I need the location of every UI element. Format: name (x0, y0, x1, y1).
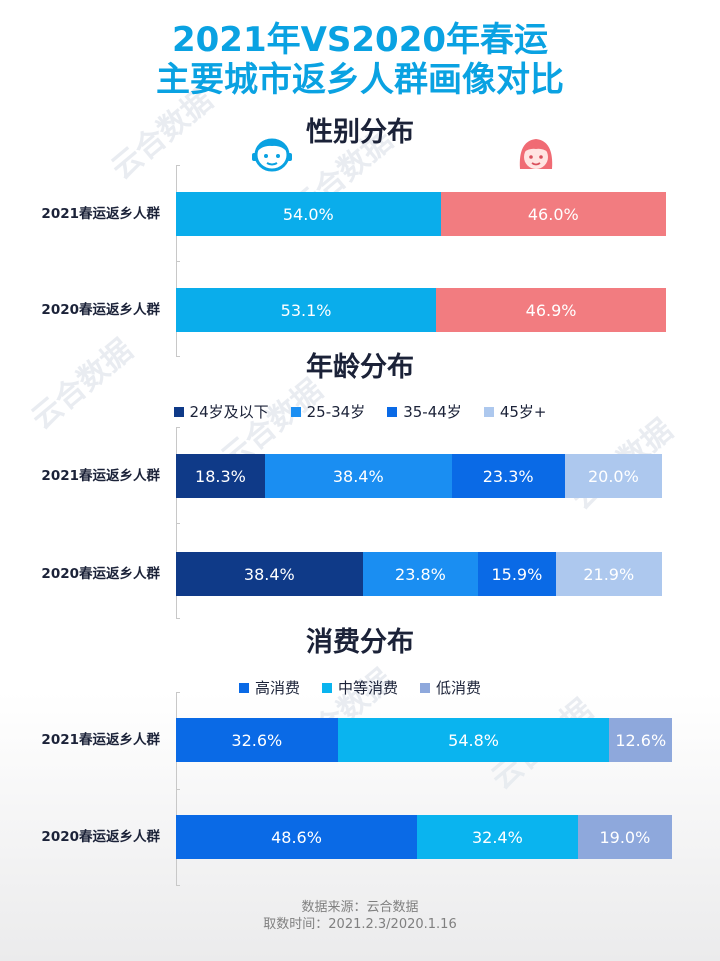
legend-swatch (483, 406, 494, 417)
bar-segment: 32.4% (417, 815, 578, 859)
legend-item: 高消费 (238, 677, 300, 698)
bar-segment: 46.0% (440, 192, 666, 236)
axis-tick (176, 356, 180, 357)
male-face-icon (252, 138, 292, 172)
gender-bar-2021: 54.0% 46.0% (176, 192, 666, 236)
age-section-title: 年龄分布 (306, 352, 414, 383)
legend-swatch (173, 406, 184, 417)
bar-segment: 53.1% (176, 288, 437, 332)
legend-label: 25-34岁 (306, 403, 366, 421)
spending-section-title: 消费分布 (306, 627, 414, 658)
category-label: 2021春运返乡人群 (41, 206, 160, 222)
category-label: 2020春运返乡人群 (41, 829, 160, 845)
category-label: 2021春运返乡人群 (41, 468, 160, 484)
category-label: 2021春运返乡人群 (41, 732, 160, 748)
bar-segment: 12.6% (609, 718, 672, 762)
female-face-icon (519, 139, 553, 169)
legend-item: 低消费 (420, 677, 481, 698)
data-source: 数据来源：云合数据 (301, 900, 419, 915)
bar-segment: 21.9% (555, 552, 662, 596)
legend-label: 低消费 (436, 679, 482, 697)
legend-swatch (420, 682, 430, 693)
legend-item: 25-34岁 (290, 401, 366, 422)
bar-segment: 32.6% (176, 718, 338, 762)
bar-segment: 46.9% (436, 288, 666, 332)
axis-tick (176, 165, 180, 166)
age-legend: 24岁及以下 25-34岁 35-44岁 45岁+ (0, 401, 720, 422)
legend-label: 中等消费 (337, 679, 398, 697)
legend-item: 35-44岁 (387, 401, 462, 422)
axis-tick (176, 885, 180, 886)
bar-segment: 54.0% (176, 192, 441, 236)
axis-tick (176, 261, 180, 262)
legend-item: 24岁及以下 (173, 401, 269, 422)
axis-tick (176, 789, 180, 790)
axis-tick (176, 427, 180, 428)
legend-swatch (387, 406, 398, 417)
age-bar-2020: 38.4% 23.8% 15.9% 21.9% (176, 552, 662, 596)
spending-bar-2021: 32.6% 54.8% 12.6% (176, 718, 672, 762)
legend-swatch (290, 406, 301, 417)
axis-tick (176, 523, 180, 524)
gender-section-title: 性别分布 (306, 117, 414, 148)
chart-title-line2: 主要城市返乡人群画像对比 (156, 60, 564, 100)
legend-swatch (238, 682, 249, 693)
bar-segment: 20.0% (564, 454, 662, 498)
data-period: 取数时间：2021.2.3/2020.1.16 (263, 917, 457, 932)
bar-segment: 38.4% (264, 454, 452, 498)
legend-swatch (321, 682, 332, 693)
age-bar-2021: 18.3% 38.4% 23.3% 20.0% (176, 454, 662, 498)
bar-segment: 48.6% (176, 815, 418, 859)
bar-segment: 18.3% (176, 454, 265, 498)
spending-legend: 高消费 中等消费 低消费 (0, 677, 720, 698)
category-label: 2020春运返乡人群 (41, 566, 160, 582)
legend-label: 高消费 (254, 679, 300, 697)
bar-segment: 15.9% (478, 552, 556, 596)
legend-item: 45岁+ (483, 401, 547, 422)
bar-segment: 38.4% (176, 552, 363, 596)
bar-segment: 23.3% (451, 454, 565, 498)
bar-segment: 23.8% (362, 552, 479, 596)
chart-title-line1: 2021年VS2020年春运 (171, 20, 549, 60)
gender-bar-2020: 53.1% 46.9% (176, 288, 666, 332)
bar-segment: 54.8% (337, 718, 610, 762)
bar-segment: 19.0% (577, 815, 672, 859)
axis-tick (176, 692, 180, 693)
category-label: 2020春运返乡人群 (41, 302, 160, 318)
legend-item: 中等消费 (321, 677, 398, 698)
axis-tick (176, 618, 180, 619)
legend-label: 45岁+ (499, 403, 547, 421)
legend-label: 35-44岁 (403, 403, 462, 421)
spending-bar-2020: 48.6% 32.4% 19.0% (176, 815, 672, 859)
legend-label: 24岁及以下 (189, 403, 269, 421)
